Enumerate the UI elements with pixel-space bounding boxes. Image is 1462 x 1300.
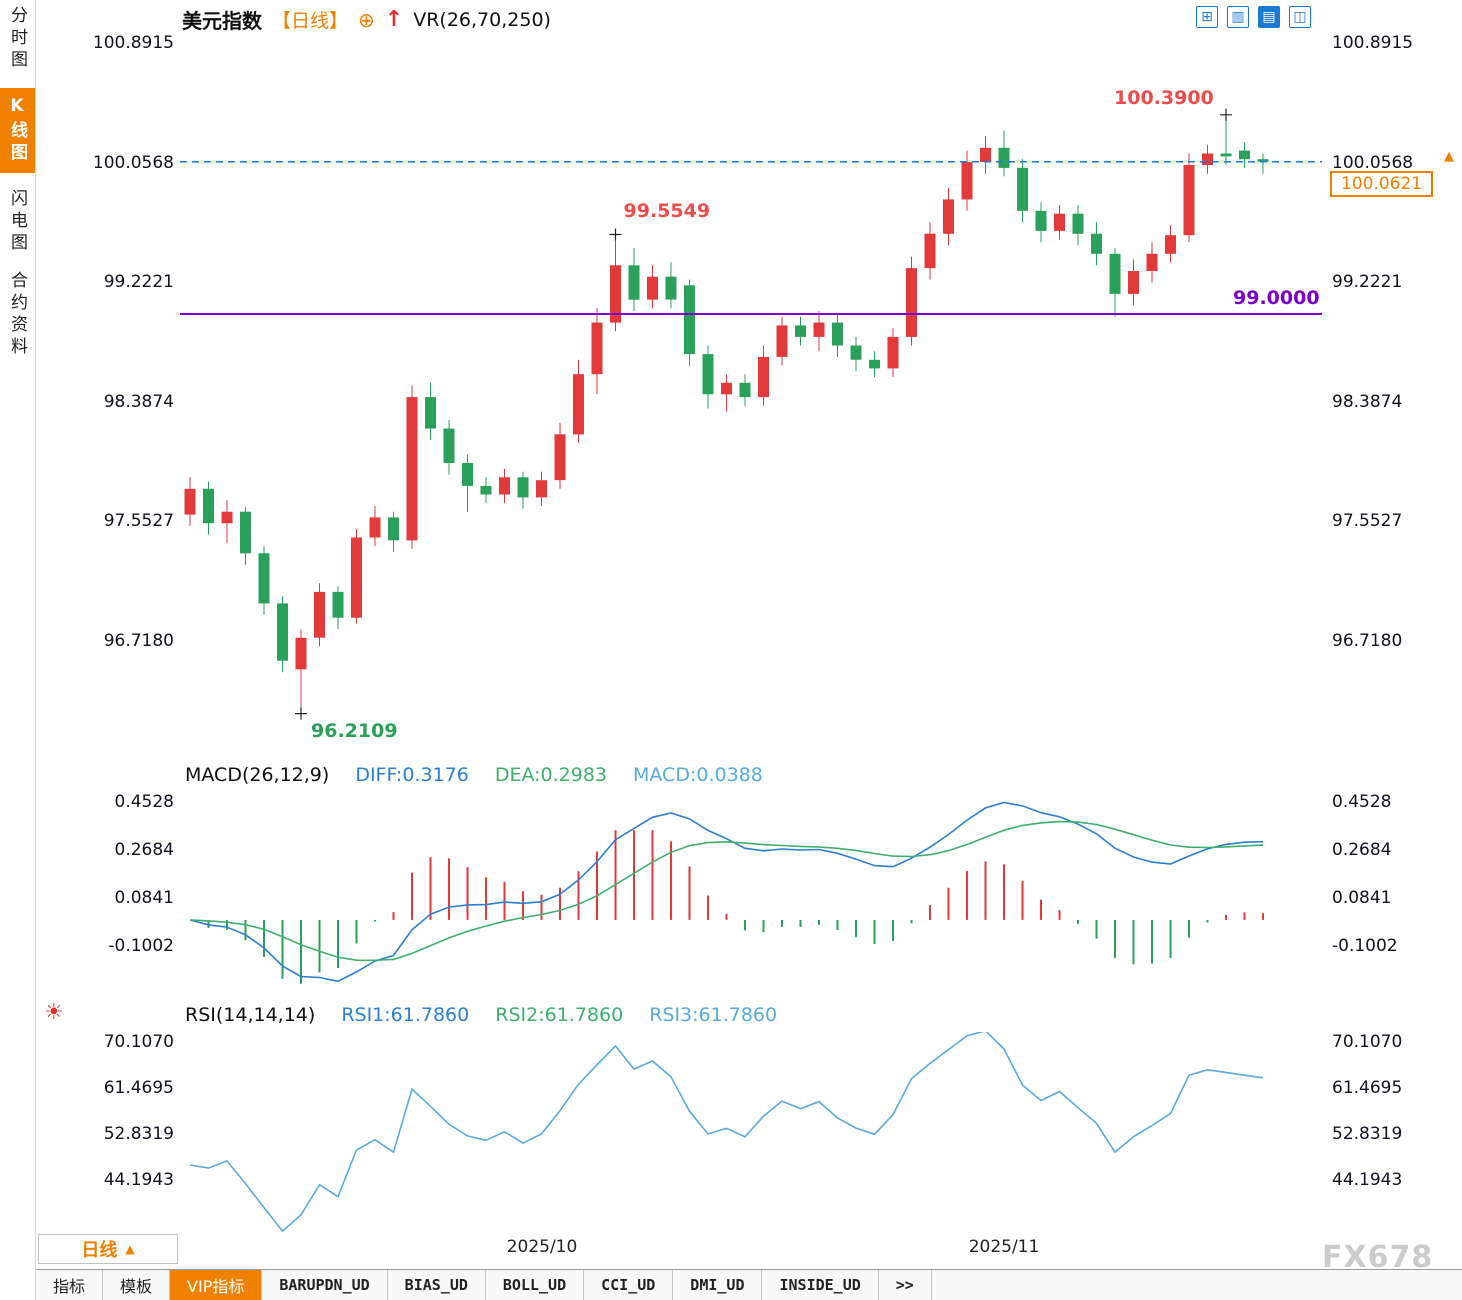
x-axis-label-november: 2025/11: [968, 1237, 1040, 1257]
axis-label: 52.8319: [1332, 1123, 1403, 1144]
axis-label: 61.4695: [103, 1077, 174, 1098]
x-axis-label-october: 2025/10: [506, 1237, 578, 1257]
price-annotation: 96.2109: [311, 719, 398, 742]
rsi3-value: RSI3:61.7860: [649, 1004, 778, 1026]
axis-label: -0.1002: [1332, 936, 1398, 957]
grid-layout-icon[interactable]: ⊞: [1196, 6, 1218, 28]
axis-label: 70.1070: [1332, 1031, 1403, 1052]
tab-templates[interactable]: 模板: [103, 1270, 171, 1300]
macd-hist-value: MACD:0.0388: [633, 764, 763, 786]
price-annotation: 99.5549: [623, 200, 711, 223]
tab-barupdn-ud[interactable]: BARUPDN_UD: [262, 1270, 388, 1300]
chart-header: 美元指数 【日线】 ⊕ ↑ VR(26,70,250): [182, 5, 551, 34]
axis-label: 96.7180: [1332, 630, 1403, 651]
support-line-label: 99.0000: [1233, 287, 1320, 309]
rsi2-value: RSI2:61.7860: [495, 1004, 624, 1026]
axis-label: 0.4528: [114, 792, 174, 812]
axis-label: 70.1070: [103, 1031, 174, 1052]
period-up-triangle-icon: ▲: [125, 1242, 135, 1256]
axis-label: 44.1943: [103, 1169, 174, 1190]
tab-bias-ud[interactable]: BIAS_UD: [388, 1270, 486, 1300]
up-arrow-icon: ↑: [384, 6, 404, 32]
macd-header: MACD(26,12,9) DIFF:0.3176 DEA:0.2983 MAC…: [185, 764, 763, 786]
macd-diff-value: DIFF:0.3176: [355, 764, 469, 786]
indicator-tab-bar: 指标 模板 VIP指标 BARUPDN_UD BIAS_UD BOLL_UD CCI_UD D…: [36, 1269, 1462, 1300]
macd-dea-value: DEA:0.2983: [494, 764, 607, 786]
rsi-header: RSI(14,14,14) RSI1:61.7860 RSI2:61.7860 …: [185, 1004, 777, 1026]
axis-label: 98.3874: [103, 391, 174, 412]
axis-label: -0.1002: [108, 936, 174, 957]
axis-label: 44.1943: [1332, 1169, 1403, 1190]
sidebar-item-time-chart[interactable]: 分时图: [7, 6, 27, 72]
split-pane-layout-icon[interactable]: ◫: [1289, 6, 1311, 28]
axis-label: 52.8319: [103, 1123, 174, 1144]
axis-label: 0.0841: [114, 888, 174, 909]
axis-label: 100.8915: [1332, 32, 1414, 53]
chart-layout-toolbar: ⊞ ▥ ▤ ◫: [1196, 6, 1311, 28]
axis-label: 99.2221: [1332, 272, 1403, 293]
axis-label: 100.0568: [92, 152, 174, 173]
tab-more[interactable]: >>: [879, 1270, 932, 1300]
vr-indicator-label: VR(26,70,250): [413, 8, 551, 31]
axis-label: 61.4695: [1332, 1077, 1403, 1098]
column-layout-icon[interactable]: ▥: [1227, 6, 1249, 28]
axis-label: 100.8915: [92, 32, 174, 53]
period-tag[interactable]: 【日线】: [272, 10, 349, 32]
left-sidebar: 分时图 K线图闪电图合约资料: [0, 0, 36, 1300]
candlestick-chart[interactable]: [180, 30, 1322, 757]
axis-label: 100.0568: [1332, 152, 1414, 173]
period-selector-label: 日线: [81, 1240, 118, 1261]
axis-label: 0.0841: [1332, 888, 1392, 909]
axis-label: 0.2684: [114, 840, 174, 861]
sidebar-item-flash-chart[interactable]: 闪电图: [7, 189, 27, 255]
tab-vip-indicators[interactable]: VIP指标: [170, 1270, 263, 1300]
sidebar-item-kline-chart[interactable]: K线图: [0, 88, 35, 173]
rsi1-value: RSI1:61.7860: [341, 1004, 470, 1026]
tab-boll-ud[interactable]: BOLL_UD: [486, 1270, 585, 1300]
axis-label: 98.3874: [1332, 391, 1403, 412]
tab-indicators[interactable]: 指标: [36, 1270, 104, 1300]
sun-indicator-icon[interactable]: ☀: [44, 1000, 64, 1025]
chart-pane-layout-icon[interactable]: ▤: [1258, 6, 1280, 28]
add-indicator-icon[interactable]: ⊕: [358, 7, 375, 32]
symbol-title: 美元指数: [182, 9, 262, 33]
axis-label: 0.4528: [1332, 792, 1392, 812]
axis-up-arrow-icon: ▲: [1444, 148, 1454, 164]
axis-label: 96.7180: [103, 630, 174, 651]
macd-chart[interactable]: [180, 790, 1322, 1002]
axis-label: 97.5527: [103, 511, 174, 532]
axis-label: 99.2221: [103, 272, 174, 293]
rsi-chart[interactable]: [180, 1032, 1322, 1240]
axis-label: 0.2684: [1332, 840, 1392, 861]
last-price-tag: 100.0621: [1330, 170, 1434, 197]
price-annotation: 100.3900: [1114, 86, 1214, 109]
sidebar-item-contract-info[interactable]: 合约资料: [7, 271, 27, 359]
macd-title: MACD(26,12,9): [185, 764, 330, 786]
tab-dmi-ud[interactable]: DMI_UD: [673, 1270, 763, 1300]
tab-inside-ud[interactable]: INSIDE_UD: [762, 1270, 879, 1300]
rsi-title: RSI(14,14,14): [185, 1004, 316, 1026]
tab-cci-ud[interactable]: CCI_UD: [584, 1270, 674, 1300]
axis-label: 97.5527: [1332, 511, 1403, 532]
period-selector[interactable]: 日线 ▲: [38, 1234, 178, 1264]
